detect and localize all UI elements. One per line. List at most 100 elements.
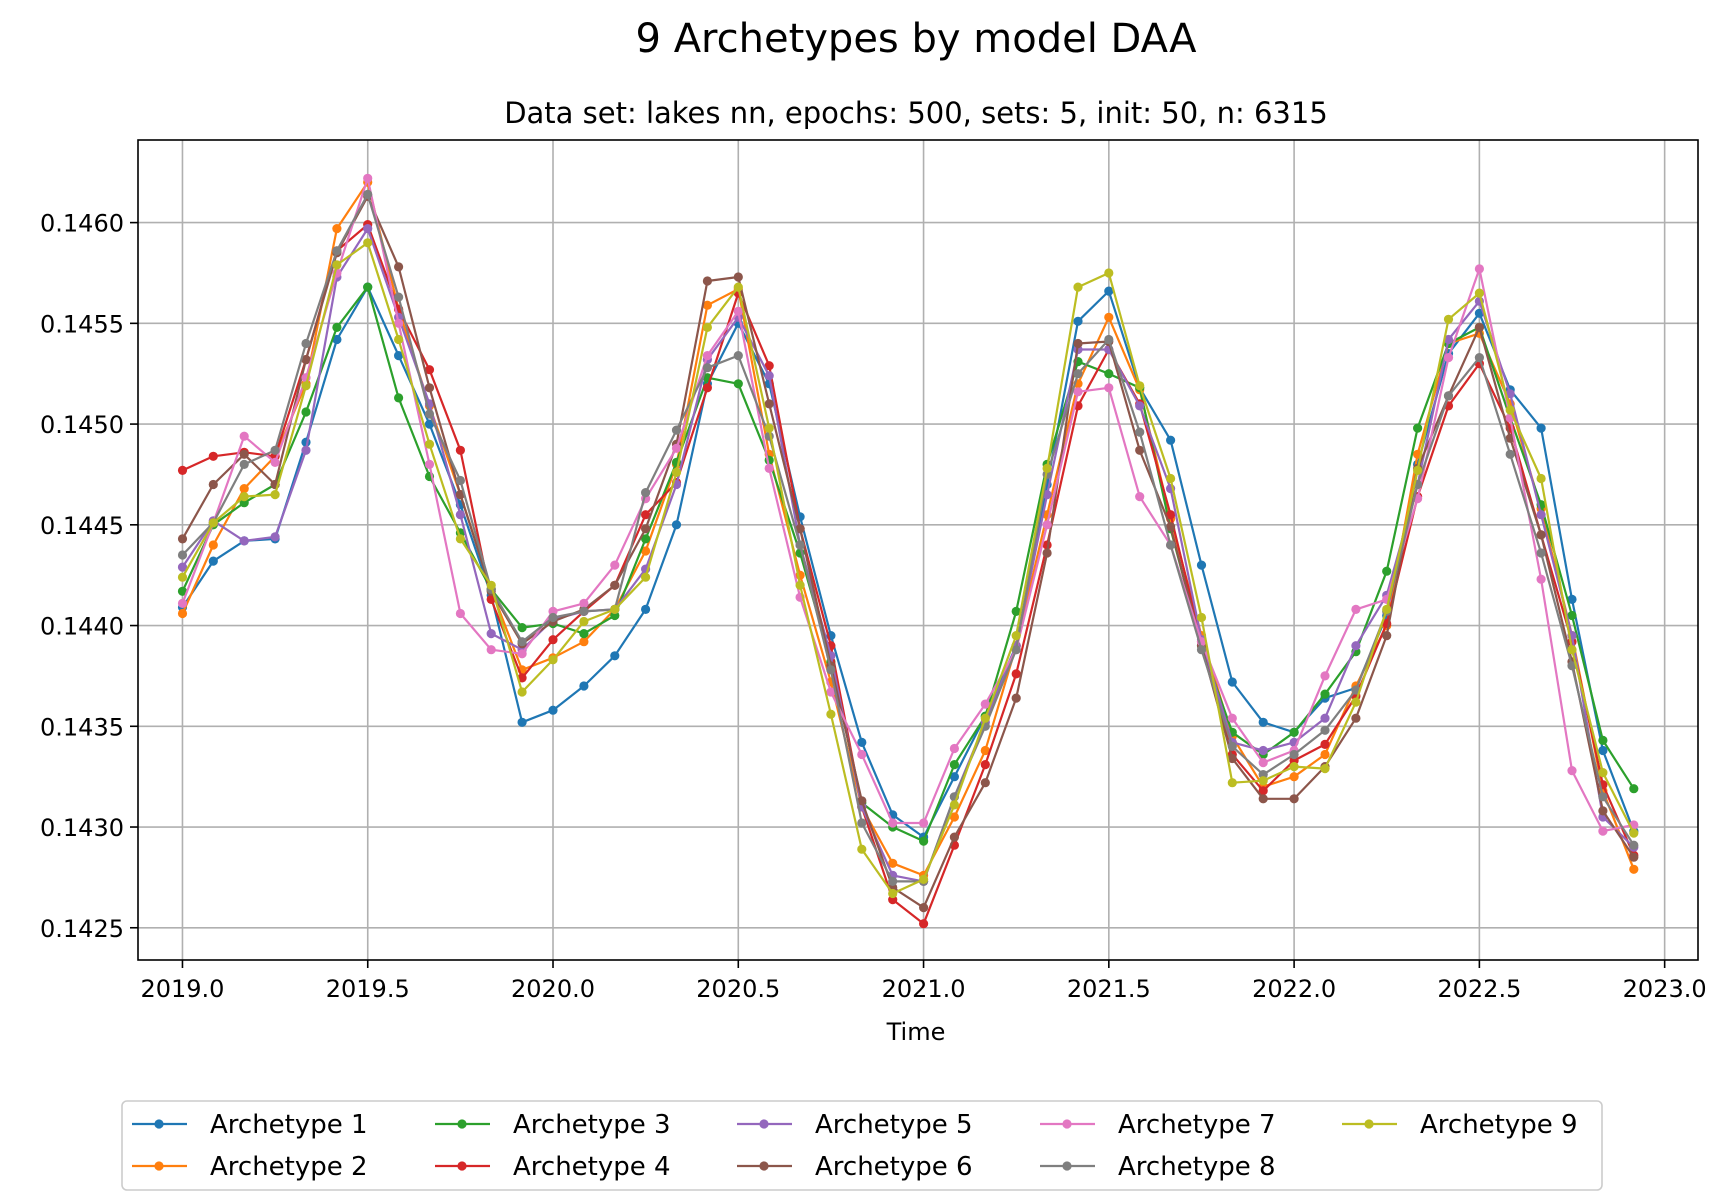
data-point	[919, 874, 929, 885]
data-point	[1567, 594, 1577, 605]
data-point	[1320, 764, 1330, 774]
data-point	[332, 224, 342, 234]
x-tick-label: 2020.5	[696, 975, 780, 1003]
y-tick-label: 0.1440	[40, 613, 124, 641]
series-archetype-2	[177, 177, 1639, 881]
data-point	[949, 772, 960, 782]
data-point	[1382, 604, 1392, 615]
data-point	[764, 371, 774, 381]
data-point	[1567, 661, 1577, 671]
legend-item: Archetype 1	[132, 1110, 368, 1140]
data-point	[363, 224, 373, 234]
data-point	[301, 445, 311, 455]
data-point	[764, 361, 774, 371]
data-point	[949, 760, 960, 770]
data-point	[1474, 322, 1484, 332]
data-point	[177, 572, 188, 582]
data-point	[239, 431, 249, 441]
data-point	[394, 262, 404, 272]
y-tick-label: 0.1460	[40, 210, 124, 238]
data-point	[888, 818, 898, 828]
data-point	[733, 272, 743, 282]
data-point	[517, 649, 527, 659]
data-point	[1104, 383, 1114, 393]
x-axis-label: Time	[886, 1018, 946, 1046]
data-point	[394, 393, 404, 403]
data-point	[455, 608, 465, 619]
data-point	[332, 334, 342, 345]
data-point	[579, 637, 589, 647]
data-point	[888, 876, 898, 887]
series-archetype-8	[177, 189, 1639, 887]
data-point	[1166, 540, 1176, 550]
data-point	[486, 629, 496, 639]
data-point	[239, 536, 249, 546]
data-point	[1011, 669, 1021, 679]
data-point	[424, 459, 435, 469]
data-point	[486, 580, 496, 590]
data-point	[1196, 560, 1207, 570]
data-point	[208, 540, 218, 550]
data-point	[1505, 405, 1515, 415]
x-axis-ticks: 2019.0 2019.5 2020.0 2020.5 2021.0 2021.5 2022…	[140, 960, 1707, 1003]
series-archetype-9	[177, 238, 1639, 899]
data-point	[671, 425, 682, 435]
data-point	[1073, 338, 1083, 349]
data-point	[301, 407, 311, 417]
data-point	[1135, 492, 1145, 502]
data-point	[1289, 772, 1299, 782]
data-point	[1598, 792, 1608, 802]
data-point	[424, 419, 435, 429]
data-point	[1351, 697, 1361, 707]
data-point	[1598, 826, 1608, 836]
data-point	[1443, 353, 1454, 363]
x-tick-label: 2021.5	[1067, 975, 1151, 1003]
data-point	[1073, 387, 1083, 397]
data-point	[1629, 852, 1639, 862]
data-point	[1505, 389, 1515, 399]
data-point	[1382, 566, 1392, 576]
legend-item: Archetype 9	[1342, 1110, 1578, 1140]
data-point	[177, 534, 188, 544]
data-point	[919, 919, 929, 929]
data-point	[1166, 473, 1176, 484]
data-point	[1474, 264, 1484, 274]
data-point	[764, 463, 774, 473]
data-point	[1505, 449, 1515, 459]
data-point	[1258, 794, 1268, 804]
data-point	[1351, 641, 1361, 651]
data-point	[208, 451, 218, 461]
series-line	[181, 241, 1635, 895]
data-point	[1320, 689, 1330, 699]
data-point	[1629, 840, 1639, 850]
data-point	[857, 737, 867, 748]
data-point	[517, 637, 527, 647]
data-point	[610, 580, 620, 590]
x-tick-label: 2021.0	[882, 975, 966, 1003]
data-point	[795, 540, 805, 550]
legend-label: Archetype 4	[513, 1152, 671, 1182]
data-point	[795, 580, 805, 590]
data-point	[301, 338, 311, 349]
data-point	[1258, 717, 1268, 727]
data-point	[610, 604, 620, 615]
data-point	[641, 572, 651, 582]
data-point	[332, 246, 342, 256]
data-point	[1073, 282, 1083, 292]
data-point	[702, 322, 713, 332]
legend-item: Archetype 8	[1040, 1152, 1276, 1182]
data-point	[1289, 762, 1299, 772]
data-point	[239, 484, 249, 494]
data-point	[1567, 645, 1577, 655]
data-point	[1196, 645, 1207, 655]
legend-label: Archetype 6	[815, 1152, 973, 1182]
data-point	[1227, 741, 1237, 752]
data-point	[1104, 312, 1114, 322]
data-point	[919, 903, 929, 913]
data-point	[857, 818, 867, 828]
data-point	[919, 836, 929, 846]
data-point	[980, 745, 990, 756]
data-point	[579, 629, 589, 639]
data-point	[424, 439, 435, 449]
chart-title: 9 Archetypes by model DAA	[636, 16, 1198, 62]
